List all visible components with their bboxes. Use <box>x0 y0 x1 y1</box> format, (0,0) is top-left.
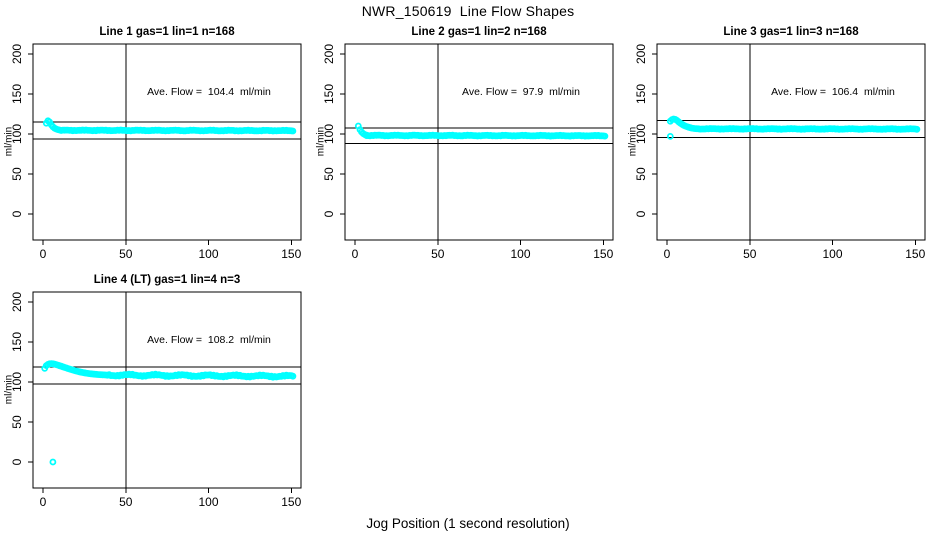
tick-label: 100 <box>322 124 336 144</box>
tick-label: 0 <box>10 210 24 217</box>
x-axis-title: Jog Position (1 second resolution) <box>366 516 570 531</box>
reference-lines <box>33 366 301 385</box>
tick-label: 0 <box>40 495 47 509</box>
tick-label: 50 <box>322 167 336 181</box>
tick-label: 100 <box>198 247 218 261</box>
tick-labels: 0 50 100 150 0 50 100 150 200 <box>322 44 614 261</box>
reference-lines <box>33 121 301 140</box>
tick-label: 200 <box>322 44 336 64</box>
tick-label: 100 <box>198 495 218 509</box>
tick-marks <box>28 53 292 245</box>
axes <box>32 43 302 241</box>
tick-label: 50 <box>119 495 133 509</box>
panel-line-4: Line 4 (LT) gas=1 lin=4 n=3 ml/min Ave. … <box>0 270 312 518</box>
tick-label: 100 <box>822 247 842 261</box>
axes <box>344 43 614 241</box>
tick-label: 150 <box>281 247 301 261</box>
ave-flow-annotation: Ave. Flow = 104.4 ml/min <box>147 86 271 98</box>
tick-label: 0 <box>664 247 671 261</box>
tick-marks <box>340 53 604 245</box>
tick-label: 150 <box>281 495 301 509</box>
ave-flow-annotation: Ave. Flow = 106.4 ml/min <box>771 86 895 98</box>
tick-marks <box>652 53 916 245</box>
tick-label: 200 <box>10 292 24 312</box>
panel-line-3: Line 3 gas=1 lin=3 n=168 ml/min Ave. Flo… <box>624 22 936 270</box>
plot-area: 0 50 100 150 0 50 100 150 200 <box>10 43 302 261</box>
panel-title: Line 4 (LT) gas=1 lin=4 n=3 <box>93 274 241 286</box>
tick-label: 0 <box>634 210 648 217</box>
panel-title: Line 1 gas=1 lin=1 n=168 <box>99 26 235 38</box>
reference-lines <box>345 127 613 145</box>
tick-labels: 0 50 100 150 0 50 100 150 200 <box>10 44 302 261</box>
plot-area: 0 50 100 150 0 50 100 150 200 <box>634 43 926 261</box>
tick-label: 150 <box>10 84 24 104</box>
tick-label: 50 <box>10 167 24 181</box>
tick-labels: 0 50 100 150 0 50 100 150 200 <box>634 44 926 261</box>
tick-label: 100 <box>10 124 24 144</box>
tick-label: 0 <box>322 210 336 217</box>
data-points <box>41 360 297 466</box>
tick-label: 100 <box>510 247 530 261</box>
data-points <box>42 117 297 135</box>
tick-label: 150 <box>634 84 648 104</box>
tick-label: 100 <box>634 124 648 144</box>
tick-label: 100 <box>10 372 24 392</box>
tick-label: 0 <box>10 458 24 465</box>
tick-label: 200 <box>634 44 648 64</box>
tick-label: 200 <box>10 44 24 64</box>
panel-title: Line 3 gas=1 lin=3 n=168 <box>723 26 859 38</box>
panel-line-1: Line 1 gas=1 lin=1 n=168 ml/min Ave. Flo… <box>0 22 312 270</box>
panel-title: Line 2 gas=1 lin=2 n=168 <box>411 26 547 38</box>
tick-label: 150 <box>905 247 925 261</box>
data-points <box>666 115 921 140</box>
tick-labels: 0 50 100 150 0 50 100 150 200 <box>10 292 302 509</box>
tick-label: 0 <box>40 247 47 261</box>
tick-label: 50 <box>431 247 445 261</box>
axes <box>32 291 302 489</box>
ave-flow-annotation: Ave. Flow = 97.9 ml/min <box>462 86 580 98</box>
data-points <box>354 122 609 140</box>
axes <box>656 43 926 241</box>
figure-title: NWR_150619 Line Flow Shapes <box>361 3 575 19</box>
tick-label: 50 <box>119 247 133 261</box>
panel-line-2: Line 2 gas=1 lin=2 n=168 ml/min Ave. Flo… <box>312 22 624 270</box>
tick-label: 150 <box>322 84 336 104</box>
tick-label: 50 <box>10 415 24 429</box>
reference-lines <box>657 119 925 138</box>
plot-area: 0 50 100 150 0 50 100 150 200 <box>10 291 302 509</box>
tick-label: 150 <box>593 247 613 261</box>
tick-label: 50 <box>743 247 757 261</box>
ave-flow-annotation: Ave. Flow = 108.2 ml/min <box>147 334 271 346</box>
plot-area: 0 50 100 150 0 50 100 150 200 <box>322 43 614 261</box>
tick-label: 50 <box>634 167 648 181</box>
tick-label: 150 <box>10 332 24 352</box>
tick-marks <box>28 301 292 493</box>
tick-label: 0 <box>352 247 359 261</box>
